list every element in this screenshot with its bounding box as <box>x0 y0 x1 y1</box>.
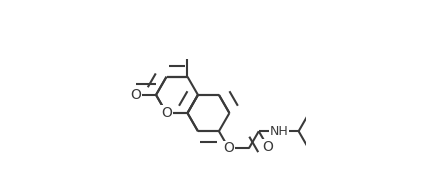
Text: O: O <box>131 88 141 102</box>
Text: O: O <box>224 142 234 155</box>
Text: O: O <box>161 106 172 120</box>
Text: NH: NH <box>269 125 288 138</box>
Text: O: O <box>262 140 273 154</box>
